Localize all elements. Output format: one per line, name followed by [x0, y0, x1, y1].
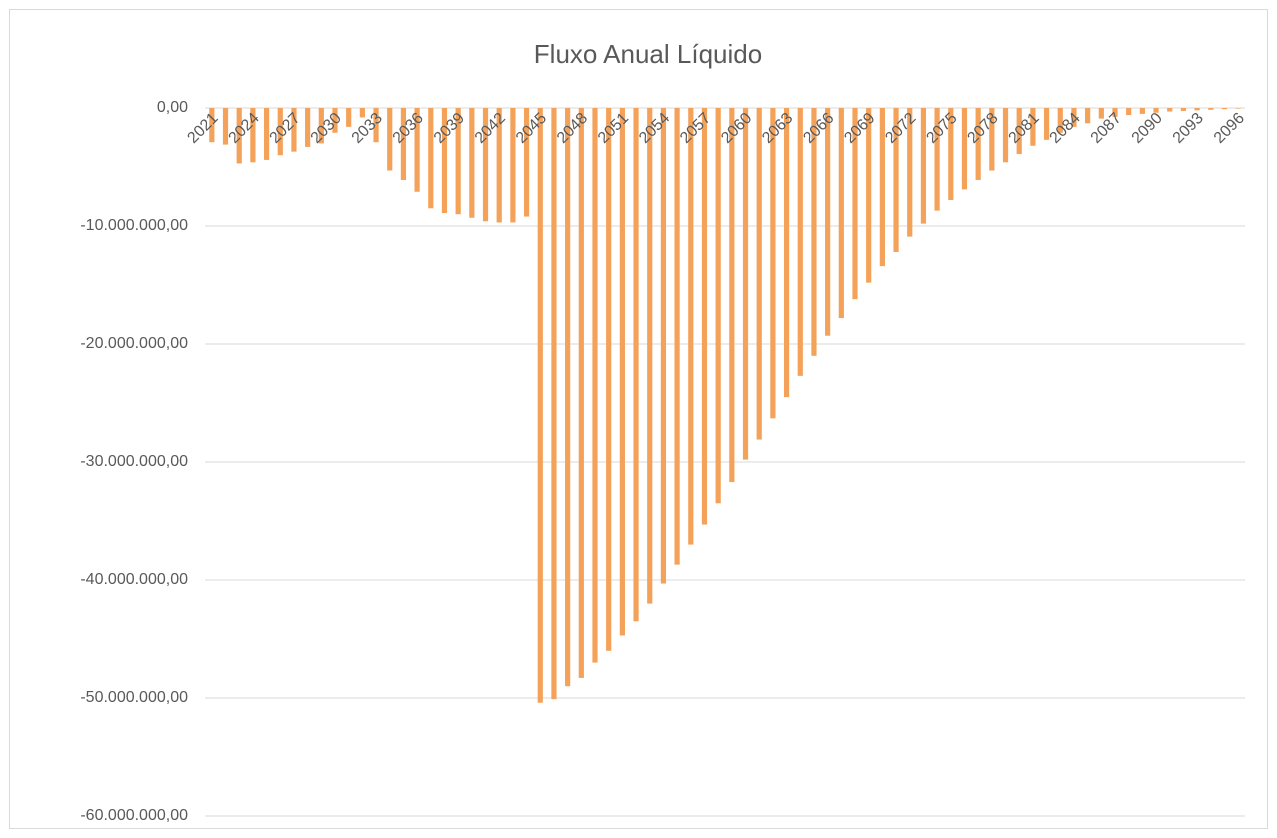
- bar: [592, 108, 598, 663]
- bar: [359, 108, 365, 118]
- bar: [701, 108, 708, 525]
- bar: [975, 108, 981, 180]
- y-tick-label: -60.000.000,00: [80, 807, 188, 824]
- bar: [606, 108, 612, 651]
- bar: [633, 108, 639, 622]
- bar: [387, 108, 393, 171]
- bar: [250, 108, 256, 163]
- bar: [565, 108, 571, 687]
- bar: [496, 108, 502, 223]
- bar: [619, 108, 625, 636]
- bar: [1085, 108, 1091, 124]
- bar: [660, 108, 667, 584]
- bar: [332, 108, 338, 133]
- bar: [373, 108, 379, 143]
- bar: [852, 108, 858, 300]
- bar: [1167, 108, 1173, 112]
- bar: [305, 108, 311, 147]
- bar: [428, 108, 434, 209]
- bar: [400, 108, 407, 180]
- bar: [551, 108, 557, 700]
- bar: [948, 108, 954, 201]
- bar: [441, 108, 448, 214]
- bar: [277, 108, 283, 156]
- bar: [510, 108, 516, 223]
- chart-title: Fluxo Anual Líquido: [534, 39, 762, 69]
- y-tick-label: -50.000.000,00: [80, 689, 188, 706]
- bar: [989, 108, 995, 171]
- bar: [1043, 108, 1050, 140]
- bar: [1221, 108, 1228, 110]
- bar: [1153, 108, 1159, 113]
- bar: [811, 108, 817, 356]
- bar: [455, 108, 461, 215]
- bar: [1208, 108, 1214, 110]
- y-tick-label: -20.000.000,00: [80, 335, 188, 352]
- bar: [934, 108, 940, 211]
- bar: [291, 108, 297, 152]
- bar: [537, 108, 543, 703]
- bar: [756, 108, 762, 440]
- bar: [414, 108, 420, 192]
- bar: [674, 108, 680, 565]
- bar: [1139, 108, 1145, 114]
- bar: [1016, 108, 1022, 155]
- bar: [578, 108, 584, 678]
- y-tick-label: 0,00: [157, 99, 188, 116]
- bar: [961, 108, 968, 190]
- bar: [783, 108, 790, 398]
- bar: [209, 108, 215, 143]
- bar: [797, 108, 803, 376]
- bar: [866, 108, 872, 283]
- bar: [222, 108, 229, 145]
- bar: [838, 108, 844, 319]
- bar: [1112, 108, 1118, 117]
- bar: [1071, 108, 1077, 127]
- bar: [920, 108, 927, 224]
- bar: [1002, 108, 1009, 163]
- bar: [1057, 108, 1063, 133]
- bar: [879, 108, 885, 267]
- bar: [729, 108, 735, 483]
- y-tick-label: -10.000.000,00: [80, 217, 188, 234]
- bar: [770, 108, 776, 419]
- bar: [318, 108, 324, 144]
- bar: [893, 108, 899, 252]
- bar: [469, 108, 475, 218]
- bar: [346, 108, 352, 127]
- bar: [1126, 108, 1132, 116]
- bar: [482, 108, 489, 222]
- bar: [1030, 108, 1036, 146]
- bar: [236, 108, 242, 164]
- bar: [523, 108, 530, 217]
- bar: [647, 108, 653, 604]
- bar: [1098, 108, 1104, 119]
- bar: [1235, 108, 1241, 109]
- bar: [1180, 108, 1187, 111]
- bar: [715, 108, 721, 504]
- y-tick-label: -30.000.000,00: [80, 453, 188, 470]
- bar: [907, 108, 913, 237]
- bar: [825, 108, 831, 336]
- bar: [1194, 108, 1200, 111]
- bar: [742, 108, 749, 460]
- y-tick-label: -40.000.000,00: [80, 571, 188, 588]
- bar: [263, 108, 270, 160]
- bar: [688, 108, 694, 545]
